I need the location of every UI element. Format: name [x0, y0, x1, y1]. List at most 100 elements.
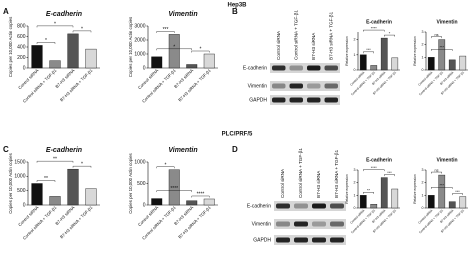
x-tick-label: B7-H3 siRNA + TGF-β1 [177, 67, 212, 102]
y-tick-label: 1 [422, 55, 424, 59]
y-axis-label: Copies per 10,000 Actin copies [8, 16, 13, 77]
chart-title: Vimentin [436, 157, 457, 163]
blot-background [270, 95, 340, 105]
significance-bracket [156, 48, 192, 51]
blot-band [324, 97, 338, 103]
blot-column-label: B7-H3 siRNA + TGF-β1 [328, 11, 333, 60]
y-tick-label: 500 [137, 181, 146, 187]
bar [370, 203, 378, 209]
blot-band [276, 221, 290, 227]
y-tick-label: 3000 [134, 23, 145, 29]
y-tick-label: 0 [143, 202, 146, 208]
bar [85, 188, 97, 206]
bar [448, 201, 456, 209]
significance-bracket [384, 174, 395, 177]
significance-bracket [191, 195, 210, 198]
blot-band [294, 221, 308, 227]
y-tick-label: 2 [422, 43, 424, 47]
panel-letter: B [232, 7, 238, 16]
significance-bracket [431, 171, 442, 174]
bar [380, 37, 388, 71]
bar [168, 34, 180, 69]
y-tick-label: 400 [17, 44, 26, 50]
significance-label: *** [440, 184, 445, 188]
y-tick-label: 800 [17, 23, 26, 29]
significance-label: ** [44, 176, 48, 182]
chart-title: E-cadherin [46, 11, 82, 18]
bar [359, 54, 367, 71]
bar [31, 45, 43, 69]
y-axis-label: Relative expression [413, 36, 417, 66]
bar [168, 169, 180, 206]
blot-row-label: GAPDH [249, 97, 267, 103]
bar [459, 55, 467, 71]
y-tick-label: 3 [354, 168, 356, 172]
y-tick-label: 3 [422, 30, 424, 34]
y-axis-label: Copies per 10,000 Actin copies [128, 16, 133, 77]
significance-label: **** [371, 26, 377, 30]
bar [85, 48, 97, 69]
significance-label: * [45, 38, 47, 44]
bar [151, 198, 163, 206]
blot-row-label: GAPDH [253, 237, 271, 243]
blot-band [276, 237, 290, 243]
blot-column-label: B7-H3 siRNA [311, 32, 316, 60]
x-tick-label: Control siRNA + TGF-β1 [22, 67, 58, 103]
blot-background [274, 201, 346, 211]
bar [359, 195, 367, 209]
significance-bracket [36, 160, 74, 163]
blot-background [270, 81, 340, 91]
bar [203, 198, 215, 206]
y-tick-label: 1500 [14, 159, 25, 165]
chart-title: E-cadherin [366, 157, 392, 163]
panel-letter: A [3, 7, 9, 16]
significance-bracket [431, 36, 442, 39]
significance-label: * [54, 21, 56, 27]
chart-title: Vimentin [436, 19, 457, 25]
y-tick-label: 1000 [134, 159, 145, 165]
y-tick-label: 0 [143, 65, 146, 71]
bar [427, 195, 435, 209]
significance-label: **** [197, 192, 205, 198]
y-tick-label: 200 [17, 55, 26, 61]
significance-bracket [363, 169, 385, 172]
significance-label: * [81, 162, 83, 168]
significance-bracket [156, 166, 175, 169]
bar [438, 174, 446, 209]
y-tick-label: 1 [354, 53, 356, 57]
significance-label: *** [455, 190, 460, 194]
bar [49, 196, 61, 206]
y-tick-label: 2 [354, 181, 356, 185]
y-tick-label: 0 [354, 68, 356, 72]
bar [186, 64, 198, 69]
blot-band [324, 65, 338, 71]
blot-column-label: Control siRNA + TGF-β1 [298, 148, 303, 198]
blot-band [330, 203, 344, 209]
significance-bracket [191, 50, 210, 53]
significance-label: ** [367, 189, 370, 193]
bar [438, 39, 446, 71]
blot-column-label: B7-H3 siRNA [316, 170, 321, 198]
blot-band [312, 203, 326, 209]
significance-label: * [173, 44, 175, 50]
bar [370, 65, 378, 71]
bar [186, 200, 198, 206]
blot-column-label: Control siRNA [280, 168, 285, 198]
y-tick-label: 2000 [134, 37, 145, 43]
blot-column-label: B7-H3 siRNA + TGF-β1 [334, 149, 339, 198]
x-tick-label: B7-H3 siRNA + TGF-β1 [177, 204, 212, 239]
significance-bracket [452, 193, 463, 196]
y-tick-label: 600 [17, 34, 26, 40]
blot-band [272, 83, 286, 89]
blot-background [270, 63, 340, 73]
bar [203, 53, 215, 69]
y-tick-label: 3 [422, 168, 424, 172]
significance-label: *** [366, 48, 371, 52]
bar [151, 56, 163, 69]
significance-label: ns [434, 168, 438, 172]
significance-label: ns [434, 33, 438, 37]
blot-band [289, 97, 303, 103]
significance-label: **** [170, 186, 178, 192]
